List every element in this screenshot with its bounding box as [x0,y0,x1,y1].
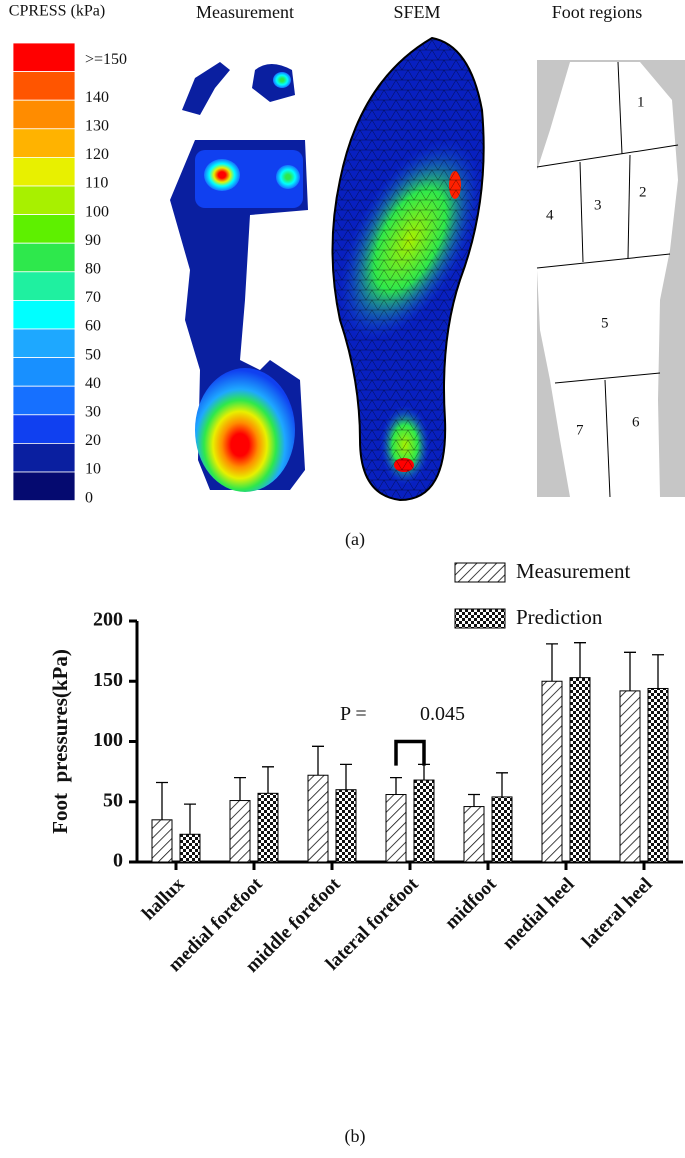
colorbar-label: 10 [85,461,101,478]
colorbar-block [12,242,76,273]
colorbar-label: 20 [85,432,101,449]
y-tick-label: 100 [93,729,123,751]
colorbar-label: 140 [85,89,109,106]
colorbar-block [12,214,76,244]
colorbar-block [12,271,76,301]
bar [229,800,251,863]
error-bar [184,803,196,835]
panel-title: SFEM [393,2,440,22]
caption: (a) [345,529,365,550]
colorbar-label: >=150 [85,51,127,68]
caption: (b) [345,1126,366,1147]
y-tick-label: 200 [93,609,123,631]
error-bar [156,781,168,820]
colorbar-block [12,185,76,216]
bar [151,819,173,863]
error-bar [652,654,664,689]
bar [257,792,279,863]
colorbar-block [12,414,76,444]
sfem-image [331,36,485,502]
legend-swatch [454,608,506,629]
colorbar-block [12,385,76,416]
error-bar [418,763,430,781]
colorbar-block [12,71,76,101]
x-tick-label: midfoot [441,873,501,933]
error-bar [390,777,402,795]
region-label: 2 [639,184,647,200]
error-bar [624,651,636,691]
colorbar-label: 90 [85,232,101,249]
bar [463,806,485,863]
legend-label: Prediction [516,605,603,629]
colorbar-label: 70 [85,289,101,306]
colorbar-block [12,357,76,387]
colorbar-label: 120 [85,146,109,163]
significance-bracket [394,739,426,766]
bar [413,779,435,863]
annotation: 0.045 [420,703,465,725]
colorbar-label: 100 [85,203,109,220]
colorbar-block [12,299,76,330]
error-bar [340,763,352,790]
region-label: 7 [576,422,584,438]
bar [569,677,591,863]
bar [179,833,201,863]
colorbar-block [12,99,76,130]
legend-swatch [454,562,506,583]
y-tick-label: 50 [103,789,123,811]
x-tick-label: lateral heel [578,874,657,953]
colorbar-label: 0 [85,489,93,506]
region-label: 1 [637,94,645,110]
region-label: 5 [601,315,609,331]
error-bar [546,643,558,682]
bar [541,680,563,863]
region-label: 3 [594,197,602,213]
error-bar [468,793,480,807]
y-tick-label: 0 [113,850,123,872]
colorbar-block [12,471,76,502]
error-bar [574,642,586,678]
x-tick-label: medial heel [498,874,578,954]
bar [335,789,357,863]
colorbar-label: 110 [85,175,108,192]
colorbar-block [12,328,76,359]
bar [385,794,407,863]
panel-title: Measurement [196,2,294,22]
colorbar-label: 130 [85,117,109,134]
colorbar-block [12,442,76,473]
error-bar [234,777,246,801]
regions-image: 1 2 3 4 5 6 7 [536,60,685,498]
x-tick-label: hallux [138,873,189,924]
y-tick-label: 150 [93,669,123,691]
colorbar-label: 40 [85,375,101,392]
colorbar-label: 30 [85,403,101,420]
error-bar [262,766,274,794]
colorbar-title: CPRESS (kPa) [9,3,105,20]
colorbar-label: 80 [85,260,101,277]
y-axis-title: Foot pressures(kPa) [48,649,72,834]
error-bar [496,772,508,797]
colorbar-block [12,156,76,187]
colorbar-label: 50 [85,346,101,363]
legend-label: Measurement [516,559,630,583]
region-label: 6 [632,414,640,430]
colorbar-block [12,42,76,73]
error-bar [312,745,324,776]
bar-chart: 0 50 100 150 200 Foot pressures(kPa) hallux med… [48,559,683,977]
measurement-image [170,62,308,492]
annotation: P = [340,703,367,725]
colorbar-label: 60 [85,318,101,335]
bar [647,687,669,863]
bar [491,796,513,863]
region-label: 4 [546,207,554,223]
bar [619,690,641,863]
bar [307,774,329,863]
panel-title: Foot regions [552,2,643,22]
colorbar-block [12,128,76,158]
